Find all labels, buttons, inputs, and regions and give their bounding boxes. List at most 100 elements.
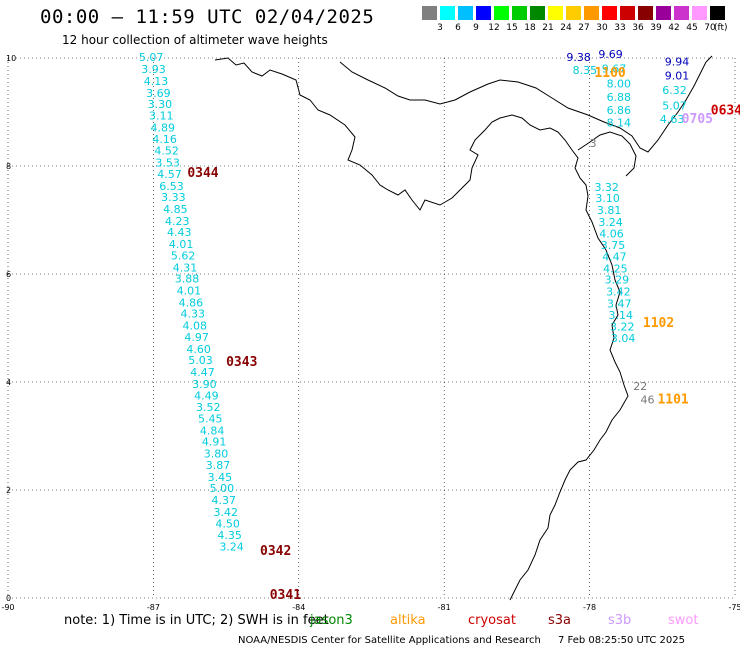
wave-height-value: 4.91: [202, 436, 227, 449]
wave-height-value: 3.32: [594, 181, 619, 194]
x-tick-label: -78: [583, 603, 596, 612]
color-swatch: [512, 6, 527, 20]
wave-height-value: 3.53: [155, 157, 180, 170]
wave-height-value: 4.25: [603, 262, 628, 275]
pass-time-label: 1102: [643, 316, 674, 331]
wave-height-value: 5.00: [210, 482, 235, 495]
wave-height-value: 3.42: [213, 506, 238, 519]
wave-height-value: 3.10: [595, 192, 620, 205]
timestamp-text: 7 Feb 08:25:50 UTC 2025: [558, 635, 685, 646]
color-swatch: [566, 6, 581, 20]
satellite-legend: jason3 altika cryosat s3a s3b swot: [0, 613, 740, 629]
wave-height-value: 4.23: [165, 215, 190, 228]
color-scale-label: 9: [473, 23, 479, 33]
x-tick-label: -87: [147, 603, 160, 612]
color-scale-label: 12: [488, 23, 500, 33]
wave-height-value: 4.85: [163, 203, 188, 216]
wave-height-value: 5.07: [139, 51, 164, 64]
wave-height-value: 3.69: [146, 87, 171, 100]
wave-height-value: 3.24: [598, 216, 623, 229]
map-title: 00:00 – 11:59 UTC 02/04/2025: [40, 6, 375, 28]
wave-height-value: 3.87: [206, 459, 231, 472]
wave-height-value: 3.90: [192, 378, 217, 391]
wave-height-value: 9.01: [665, 70, 690, 83]
wave-height-value: 4.16: [152, 133, 177, 146]
color-scale-unit: (ft): [714, 23, 728, 33]
wave-height-value: 3: [590, 137, 597, 150]
wave-height-value: 6.86: [607, 104, 632, 117]
wave-height-value: 4.86: [179, 296, 204, 309]
color-swatch: [674, 6, 689, 20]
legend-entry: jason3: [310, 613, 353, 628]
wave-height-value: 3.52: [196, 401, 221, 414]
wave-height-value: 3.11: [149, 110, 174, 123]
wave-height-value: 4.63: [660, 113, 685, 126]
color-scale-label: 70: [704, 23, 716, 33]
wave-height-value: 3.93: [141, 63, 166, 76]
color-swatch: [476, 6, 491, 20]
y-tick-label: 0: [6, 594, 11, 603]
color-swatch: [620, 6, 635, 20]
pass-time-label: 0341: [270, 588, 301, 603]
coastline: [214, 55, 713, 601]
color-scale-label: 24: [560, 23, 572, 33]
legend-entry: cryosat: [468, 613, 516, 628]
wave-height-value: 3.33: [161, 191, 186, 204]
wave-height-value: 3.30: [148, 98, 173, 111]
wave-height-value: 3.29: [605, 274, 630, 287]
wave-height-value: 3.14: [609, 309, 634, 322]
wave-height-value: 4.50: [215, 517, 240, 530]
wave-height-value: 6.53: [159, 180, 184, 193]
wave-height-value: 4.13: [144, 75, 169, 88]
altimeter-tracks: 5.073.934.133.693.303.114.894.164.523.53…: [139, 48, 689, 553]
color-scale-label: 6: [455, 23, 461, 33]
wave-height-value: 4.60: [186, 343, 211, 356]
credit-text: NOAA/NESDIS Center for Satellite Applica…: [238, 635, 541, 646]
color-swatch: [710, 6, 725, 20]
wave-height-value: 4.35: [217, 529, 242, 542]
wave-height-value: 3.45: [208, 471, 233, 484]
pass-time-label: 0634: [711, 104, 740, 119]
y-tick-label: 4: [6, 378, 11, 387]
wave-height-value: 4.97: [184, 331, 209, 344]
coastline-caribbean: [339, 55, 713, 153]
wave-height-value: 9.67: [602, 63, 627, 76]
wave-height-value: 4.89: [150, 121, 175, 134]
color-swatch: [602, 6, 617, 20]
x-tick-label: -75: [728, 603, 740, 612]
color-scale-label: 27: [578, 23, 590, 33]
map-subtitle: 12 hour collection of altimeter wave hei…: [62, 33, 328, 47]
wave-height-value: 3.42: [606, 286, 631, 299]
wave-height-value: 4.33: [181, 308, 206, 321]
wave-height-value: 6.88: [607, 91, 632, 104]
pass-time-label: 0343: [226, 355, 257, 370]
wave-height-value: 4.06: [599, 227, 624, 240]
color-scale-label: 21: [542, 23, 554, 33]
color-swatch: [548, 6, 563, 20]
wave-height-value: 4.47: [602, 251, 627, 264]
wave-height-value: 4.52: [154, 145, 179, 158]
x-tick-label: -90: [1, 603, 14, 612]
coastline-central-america: [214, 57, 629, 601]
pass-time-label: 0344: [187, 166, 218, 181]
color-scale-label: 18: [524, 23, 536, 33]
wave-height-value: 22: [633, 380, 647, 393]
wave-height-value: 3.81: [597, 204, 622, 217]
y-tick-label: 8: [6, 162, 11, 171]
wave-height-value: 4.47: [190, 366, 215, 379]
wave-height-value: 3.04: [611, 332, 636, 345]
wave-height-value: 4.43: [167, 226, 192, 239]
wave-height-value: 8.00: [607, 78, 632, 91]
pass-time-label: 0342: [260, 544, 291, 559]
wave-height-value: 46: [640, 394, 654, 407]
legend-entry: s3a: [548, 613, 572, 628]
x-tick-label: -81: [438, 603, 451, 612]
wave-height-value: 8.35: [573, 64, 598, 77]
wave-height-value: 3.22: [610, 321, 635, 334]
wave-height-value: 4.08: [182, 320, 207, 333]
y-tick-label: 10: [6, 54, 16, 63]
wave-height-value: 9.69: [598, 48, 623, 61]
wave-height-value: 5.03: [188, 354, 213, 367]
wave-height-value: 5.62: [171, 249, 196, 262]
